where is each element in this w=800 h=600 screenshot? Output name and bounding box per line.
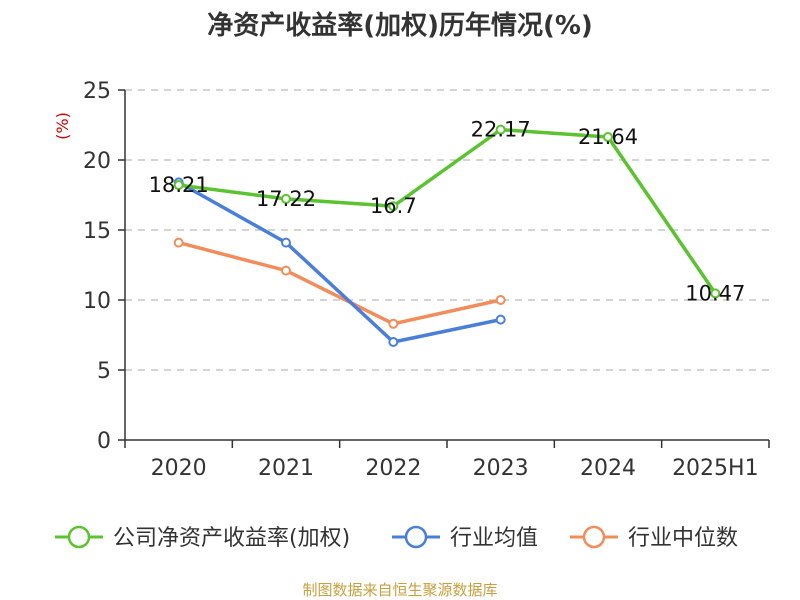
legend-label: 行业均值 — [450, 526, 538, 551]
x-tick-label: 2020 — [151, 456, 207, 481]
series-2-point — [388, 318, 399, 329]
series-0-point — [173, 180, 184, 191]
series-1-point — [281, 237, 291, 248]
data-label: 21.64 — [578, 125, 638, 149]
series-0-point — [495, 124, 506, 135]
legend-swatch-marker — [67, 525, 91, 549]
data-label: 16.7 — [370, 194, 417, 218]
series-0-point — [388, 201, 399, 212]
y-tick-label: 20 — [83, 149, 111, 174]
series-line-0 — [176, 127, 718, 296]
series-1-point — [495, 314, 506, 325]
chart-title: 净资产收益率(加权)历年情况(%) — [207, 10, 593, 41]
legend: 公司净资产收益率(加权) 行业均值 行业中位数 — [55, 525, 738, 551]
y-tick-label: 10 — [83, 289, 111, 314]
series-2-point — [281, 265, 291, 276]
grid-lines — [125, 89, 769, 371]
data-label: 22.17 — [471, 118, 531, 142]
legend-swatch-marker — [404, 525, 428, 549]
y-axis-unit-label: (%) — [53, 112, 72, 140]
data-label: 18.21 — [149, 173, 209, 197]
series-0-point — [281, 193, 291, 204]
series-line-2 — [176, 240, 503, 326]
data-label: 10.47 — [685, 281, 745, 305]
y-tick-label: 5 — [97, 359, 111, 384]
series-2-point — [495, 295, 506, 305]
y-tick-label: 15 — [83, 219, 111, 244]
legend-label: 公司净资产收益率(加权) — [113, 526, 350, 551]
y-tick-label: 25 — [83, 79, 111, 104]
series-lines — [173, 124, 721, 347]
data-labels: 18.21 17.22 16.7 22.17 21.64 10.47 — [149, 118, 746, 306]
series-0-point — [710, 288, 721, 299]
source-note: 制图数据来自恒生聚源数据库 — [302, 581, 497, 599]
x-tick-label: 2025H1 — [672, 456, 759, 481]
series-1-point — [388, 337, 399, 347]
series-line-1 — [176, 180, 503, 344]
legend-label: 行业中位数 — [628, 526, 738, 551]
axes: 0 5 10 15 20 25 2020 2021 2022 2023 2024 2025H1 — [83, 79, 770, 481]
x-tick-label: 2021 — [258, 456, 314, 481]
x-tick-label: 2024 — [580, 456, 636, 481]
x-tick-label: 2022 — [365, 456, 421, 481]
data-label: 17.22 — [256, 187, 316, 211]
y-tick-label: 0 — [97, 429, 111, 454]
series-0-point — [603, 132, 613, 143]
series-2-point — [173, 237, 184, 248]
legend-swatch-marker — [582, 525, 606, 549]
x-tick-label: 2023 — [473, 456, 529, 481]
